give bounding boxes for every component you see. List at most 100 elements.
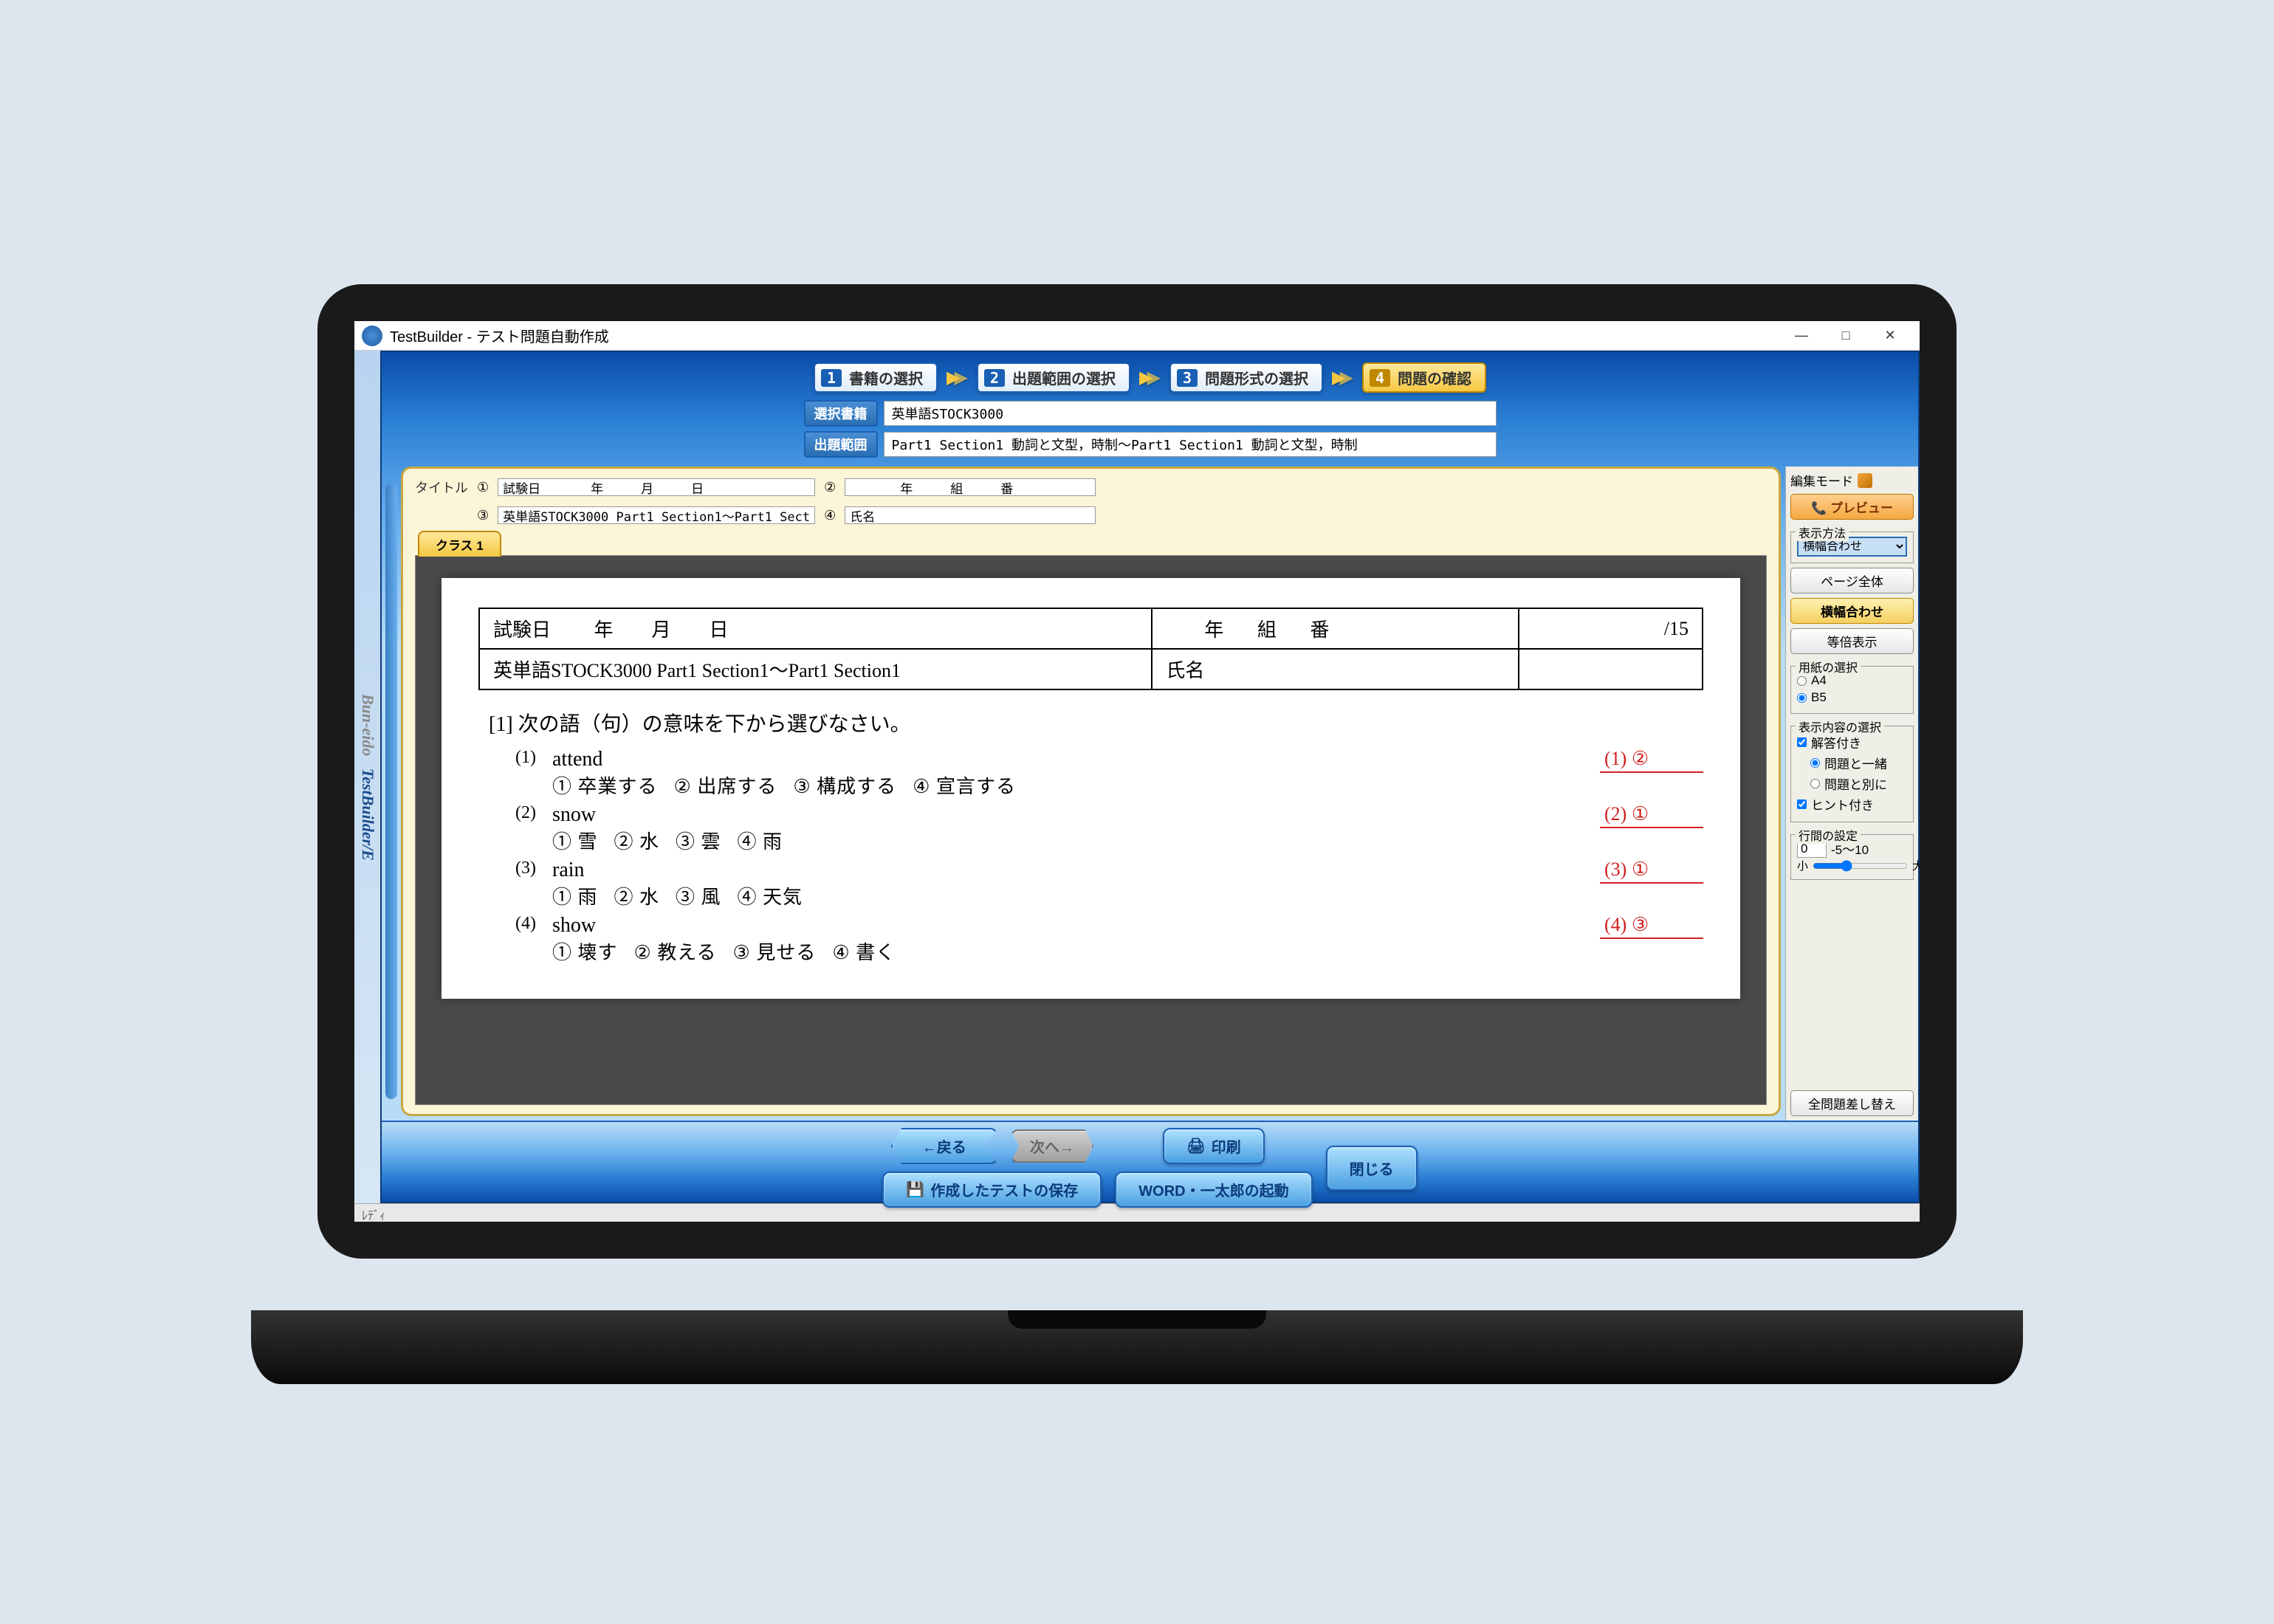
fit-width-button[interactable]: 横幅合わせ: [1790, 598, 1914, 624]
wizard-arrow-icon: [1332, 367, 1353, 388]
maximize-button[interactable]: □: [1824, 322, 1868, 350]
app-body: Bun-eido TestBuilder/E 1 書籍の選択 2 出題範囲の選択: [354, 351, 1920, 1203]
title-input-4[interactable]: [845, 506, 1096, 524]
selected-book-label: 選択書籍: [804, 400, 878, 427]
step-label: 問題形式の選択: [1205, 367, 1308, 388]
question-word: show: [552, 914, 1600, 937]
save-icon: 💾: [906, 1180, 924, 1199]
question-answer: (3) ①: [1600, 859, 1703, 884]
info-bar: 選択書籍 英単語STOCK3000 出題範囲 Part1 Section1 動詞…: [382, 400, 1918, 467]
with-question-radio[interactable]: 問題と一緒: [1810, 754, 1907, 772]
question-word: rain: [552, 859, 1600, 882]
question-number: (1): [515, 748, 552, 768]
title-fields: タイトル ① ② タイトル ③ ④: [415, 478, 1767, 525]
step-num: 2: [984, 369, 1005, 387]
question-row: (3)rain① 雨② 水③ 風④ 天気(3) ①: [515, 859, 1703, 909]
replace-all-button[interactable]: 全問題差し替え: [1790, 1090, 1914, 1116]
header-table: 試験日 年 月 日: [478, 608, 1703, 690]
main-area: 1 書籍の選択 2 出題範囲の選択 3 問題形式の選択: [380, 351, 1920, 1203]
question-options: ① 雨② 水③ 風④ 天気: [552, 882, 1600, 909]
laptop-frame: TestBuilder - テスト問題自動作成 — □ ✕ Bun-eido T…: [281, 284, 1993, 1340]
circ-4: ④: [824, 508, 836, 523]
selected-book-value: 英単語STOCK3000: [884, 401, 1497, 426]
page-whole-button[interactable]: ページ全体: [1790, 568, 1914, 593]
with-hint-check[interactable]: ヒント付き: [1797, 795, 1907, 813]
question-word: snow: [552, 803, 1600, 827]
wizard-step-3[interactable]: 3 問題形式の選択: [1169, 362, 1323, 393]
question-body: show① 壊す② 教える③ 見せる④ 書く: [552, 914, 1600, 965]
with-answers-check[interactable]: 解答付き: [1797, 733, 1907, 751]
minimize-button[interactable]: —: [1779, 322, 1824, 350]
circ-1: ①: [477, 480, 489, 495]
question-row: (4)show① 壊す② 教える③ 見せる④ 書く(4) ③: [515, 914, 1703, 965]
word-launch-button[interactable]: WORD・一太郎の起動: [1115, 1171, 1312, 1208]
circ-3: ③: [477, 508, 489, 523]
preview-button[interactable]: 📞 プレビュー: [1790, 494, 1914, 520]
print-button[interactable]: 🖨 印刷: [1163, 1128, 1264, 1164]
laptop-base: [251, 1310, 2023, 1384]
separate-radio[interactable]: 問題と別に: [1810, 774, 1907, 793]
close-button[interactable]: ✕: [1868, 322, 1912, 350]
back-button[interactable]: ←戻る: [891, 1128, 997, 1164]
title-input-1[interactable]: [498, 478, 815, 496]
question-body: attend① 卒業する② 出席する③ 構成する④ 宣言する: [552, 748, 1600, 799]
wizard-arrow-icon: [1139, 367, 1161, 388]
question-number: (4): [515, 914, 552, 934]
wizard-arrow-icon: [947, 367, 968, 388]
edit-mode-icon: [1858, 473, 1872, 488]
document-panel: タイトル ① ② タイトル ③ ④: [401, 467, 1781, 1116]
question-answer: (2) ①: [1600, 803, 1703, 828]
question-word: attend: [552, 748, 1600, 771]
app-icon: [362, 326, 382, 346]
next-button[interactable]: 次へ→: [1011, 1129, 1093, 1163]
save-test-button[interactable]: 💾 作成したテストの保存: [882, 1171, 1102, 1208]
question-options: ① 卒業する② 出席する③ 構成する④ 宣言する: [552, 771, 1600, 799]
question-number: (2): [515, 803, 552, 823]
title-input-3[interactable]: [498, 506, 815, 524]
question-options: ① 壊す② 教える③ 見せる④ 書く: [552, 937, 1600, 965]
question-list: (1)attend① 卒業する② 出席する③ 構成する④ 宣言する(1) ② (2…: [478, 748, 1703, 965]
display-method-group: 表示方法 横幅合わせ: [1790, 531, 1914, 563]
brand-line1: TestBuilder/E: [359, 768, 377, 860]
range-value: Part1 Section1 動詞と文型，時制～Part1 Section1 動…: [884, 432, 1497, 457]
question-body: rain① 雨② 水③ 風④ 天気: [552, 859, 1600, 909]
step-num: 3: [1177, 369, 1198, 387]
question-answer: (1) ②: [1600, 748, 1703, 773]
printer-icon: 🖨: [1186, 1137, 1205, 1155]
step-label: 書籍の選択: [849, 367, 923, 388]
equal-display-button[interactable]: 等倍表示: [1790, 628, 1914, 654]
window-titlebar: TestBuilder - テスト問題自動作成 — □ ✕: [354, 321, 1920, 351]
class-tab-1[interactable]: クラス 1: [418, 531, 501, 557]
wizard-step-2[interactable]: 2 出題範囲の選択: [977, 362, 1130, 393]
question-row: (2)snow① 雪② 水③ 雲④ 雨(2) ①: [515, 803, 1703, 854]
wizard-step-4[interactable]: 4 問題の確認: [1362, 362, 1486, 393]
brand-sidebar: Bun-eido TestBuilder/E: [354, 351, 380, 1203]
range-label: 出題範囲: [804, 431, 878, 458]
line-spacing-group: 行間の設定 -5～10 小 大: [1790, 834, 1914, 880]
question-number: (3): [515, 859, 552, 878]
test-page: 試験日 年 月 日: [442, 578, 1740, 999]
section-title: [1] 次の語（句）の意味を下から選びなさい。: [489, 708, 1703, 737]
step-num: 4: [1370, 369, 1390, 387]
circ-2: ②: [824, 480, 836, 495]
paper-group: 用紙の選択 A4 B5: [1790, 666, 1914, 714]
window-title: TestBuilder - テスト問題自動作成: [390, 325, 1779, 346]
paper-b5-radio[interactable]: B5: [1797, 690, 1907, 705]
screen: TestBuilder - テスト問題自動作成 — □ ✕ Bun-eido T…: [354, 321, 1920, 1222]
close-app-button[interactable]: 閉じる: [1326, 1146, 1418, 1191]
step-label: 問題の確認: [1398, 367, 1471, 388]
question-body: snow① 雪② 水③ 雲④ 雨: [552, 803, 1600, 854]
title-input-2[interactable]: [845, 478, 1096, 496]
brand-line2: Bun-eido: [359, 694, 377, 756]
title-label: タイトル: [415, 478, 468, 497]
content-group: 表示内容の選択 解答付き 問題と一緒 問題と別に ヒント付き: [1790, 726, 1914, 822]
question-options: ① 雪② 水③ 雲④ 雨: [552, 827, 1600, 854]
paper-a4-radio[interactable]: A4: [1797, 673, 1907, 688]
step-num: 1: [821, 369, 842, 387]
content-row: タイトル ① ② タイトル ③ ④: [382, 467, 1918, 1121]
right-panel: 編集モード 📞 プレビュー 表示方法 横幅合わせ: [1785, 467, 1918, 1121]
line-spacing-slider[interactable]: [1813, 860, 1908, 872]
wizard-step-1[interactable]: 1 書籍の選択: [814, 362, 938, 393]
question-answer: (4) ③: [1600, 914, 1703, 939]
preview-viewport[interactable]: 試験日 年 月 日: [415, 555, 1767, 1105]
